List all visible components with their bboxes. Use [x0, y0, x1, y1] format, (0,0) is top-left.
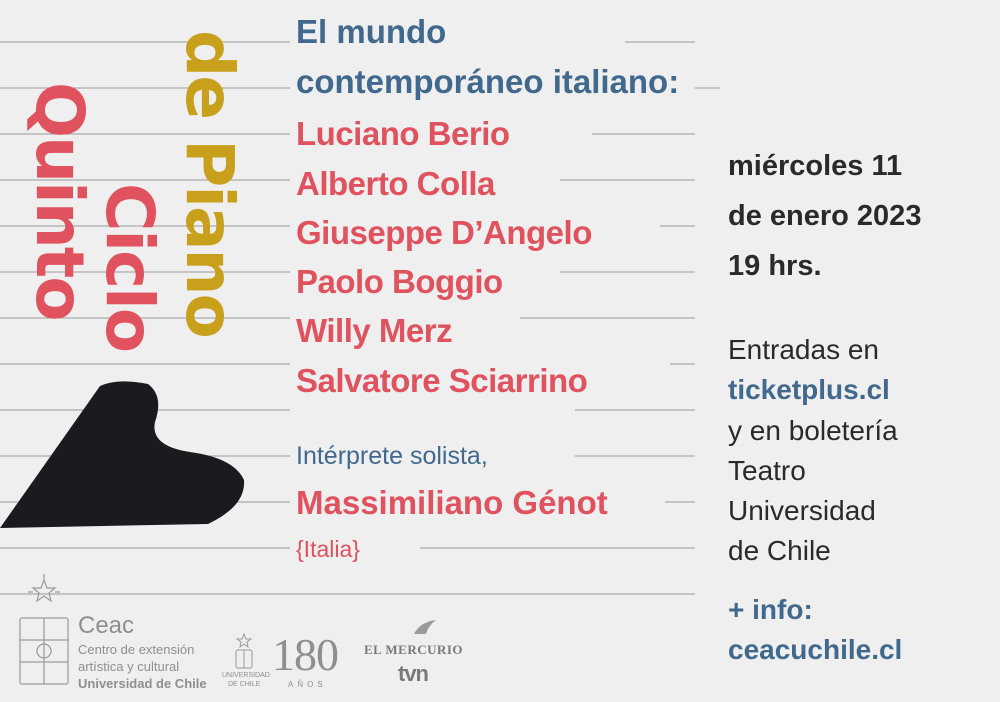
tickets-line1: Entradas en	[728, 334, 879, 365]
event-month-year: de enero 2023	[728, 200, 922, 232]
tickets-line5: Universidad	[728, 495, 876, 526]
title-ciclo: Ciclo	[91, 183, 168, 352]
composer-item: Salvatore Sciarrino	[296, 362, 588, 399]
tickets-link[interactable]: ticketplus.cl	[728, 374, 890, 405]
performer-label: Intérprete solista,	[296, 442, 488, 470]
tickets-line4: Teatro	[728, 455, 806, 486]
composer-item: Alberto Colla	[296, 165, 495, 202]
composer-item: Luciano Berio	[296, 115, 510, 152]
tickets-line3: y en boletería	[728, 415, 898, 446]
uchile-crest-icon	[235, 632, 253, 669]
program-heading-line2: contemporáneo italiano:	[296, 63, 680, 100]
performer-country: {Italia}	[296, 536, 360, 562]
event-weekday-date: miércoles 11	[728, 150, 903, 182]
event-time: 19 hrs.	[728, 250, 822, 282]
info-label: + info:	[728, 594, 813, 625]
uchile-label1: UNIVERSIDAD	[222, 672, 270, 679]
anniversary-number: 180	[272, 629, 339, 680]
uchile-label2: DE CHILE	[228, 681, 261, 688]
ceac-line3: Universidad de Chile	[78, 676, 207, 691]
tickets-line6: de Chile	[728, 535, 831, 566]
program-heading-line1: El mundo	[296, 13, 447, 50]
anniversary-label: AÑOS	[288, 680, 327, 689]
ceac-line1: Centro de extensión	[78, 642, 195, 657]
title-de-piano: de Piano	[171, 30, 248, 337]
composer-item: Paolo Boggio	[296, 263, 503, 300]
info-link[interactable]: ceacuchile.cl	[728, 634, 903, 665]
ceac-name: Ceac	[78, 612, 135, 639]
university-crest-icon	[19, 574, 69, 685]
composer-item: Willy Merz	[296, 312, 453, 349]
ceac-line2: artística y cultural	[78, 659, 180, 674]
piano-silhouette	[0, 381, 245, 528]
tvn-logo: tvn	[398, 661, 429, 686]
composer-item: Giuseppe D’Angelo	[296, 214, 592, 251]
title-quinto: Quinto	[21, 82, 98, 320]
el-mercurio-logo: EL MERCURIO	[364, 642, 464, 657]
performer-name: Massimiliano Génot	[296, 484, 608, 521]
mercurio-emblem-icon	[414, 620, 436, 634]
